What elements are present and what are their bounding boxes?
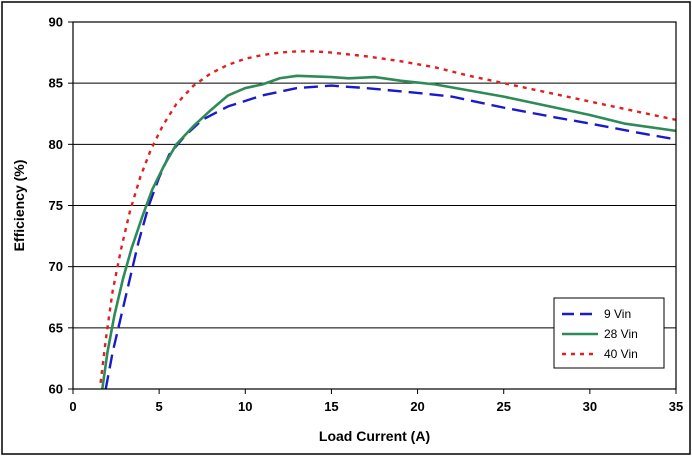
ticks: 60 65 70 75 80 85 90 0 5 10 15 20 25 30 35 <box>49 15 684 415</box>
legend: 9 Vin 28 Vin 40 Vin <box>553 297 665 369</box>
series-lines <box>99 50 677 390</box>
x-tick-label: 25 <box>496 399 510 414</box>
y-tick-label: 65 <box>49 320 63 335</box>
y-tick-label: 90 <box>49 15 63 30</box>
x-tick-label: 5 <box>156 399 163 414</box>
y-tick-label: 75 <box>49 198 63 213</box>
series-line-28-vin <box>101 74 677 390</box>
y-tick-label: 70 <box>49 259 63 274</box>
y-tick-label: 80 <box>49 137 63 152</box>
y-tick-label: 85 <box>49 76 63 91</box>
x-tick-label: 30 <box>583 399 597 414</box>
y-axis-title: Efficiency (%) <box>11 160 27 252</box>
gridlines <box>73 82 676 329</box>
x-tick-label: 10 <box>238 399 252 414</box>
x-tick-label: 35 <box>669 399 683 414</box>
x-tick-label: 20 <box>410 399 424 414</box>
x-tick-label: 15 <box>324 399 338 414</box>
legend-label: 9 Vin <box>604 307 631 321</box>
y-tick-label: 60 <box>49 382 63 397</box>
series-line-9-vin <box>104 84 677 390</box>
legend-label: 40 Vin <box>604 347 638 361</box>
x-axis-title: Load Current (A) <box>319 428 430 444</box>
legend-label: 28 Vin <box>604 327 638 341</box>
x-tick-label: 0 <box>69 399 76 414</box>
